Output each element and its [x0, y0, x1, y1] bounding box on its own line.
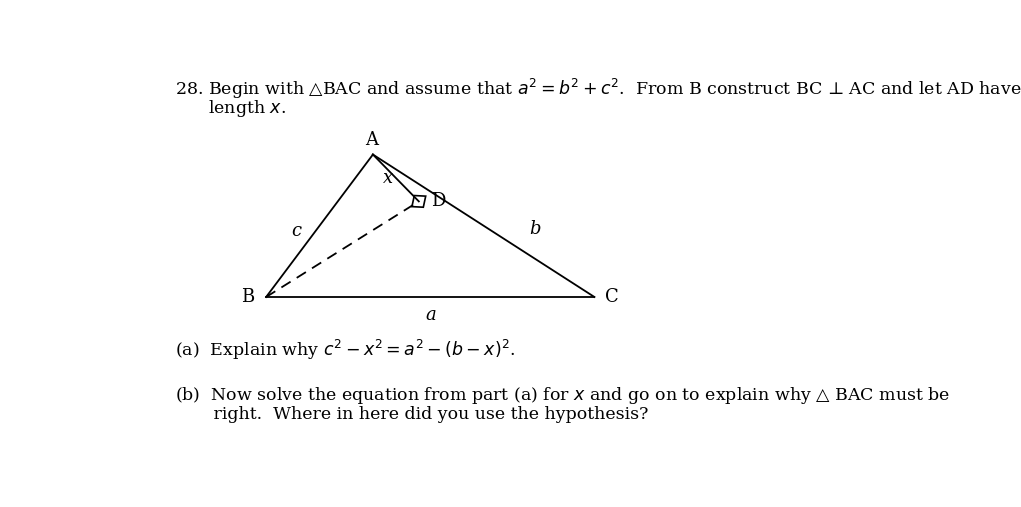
Text: right.  Where in here did you use the hypothesis?: right. Where in here did you use the hyp… — [176, 406, 648, 423]
Text: D: D — [432, 192, 446, 209]
Text: c: c — [292, 222, 302, 240]
Text: b: b — [530, 220, 541, 238]
Text: 28. Begin with △BAC and assume that $a^2 = b^2 + c^2$.  From B construct BC ⊥ AC: 28. Begin with △BAC and assume that $a^2… — [176, 77, 1021, 100]
Text: a: a — [426, 306, 436, 323]
Text: (a)  Explain why $c^2 - x^2 = a^2 - (b - x)^2$.: (a) Explain why $c^2 - x^2 = a^2 - (b - … — [176, 338, 516, 362]
Text: (b)  Now solve the equation from part (a) for $x$ and go on to explain why △ BAC: (b) Now solve the equation from part (a)… — [176, 385, 951, 406]
Text: B: B — [241, 288, 254, 306]
Text: x: x — [383, 169, 393, 187]
Text: A: A — [364, 131, 378, 149]
Text: C: C — [604, 288, 619, 306]
Text: length $x$.: length $x$. — [176, 98, 286, 119]
